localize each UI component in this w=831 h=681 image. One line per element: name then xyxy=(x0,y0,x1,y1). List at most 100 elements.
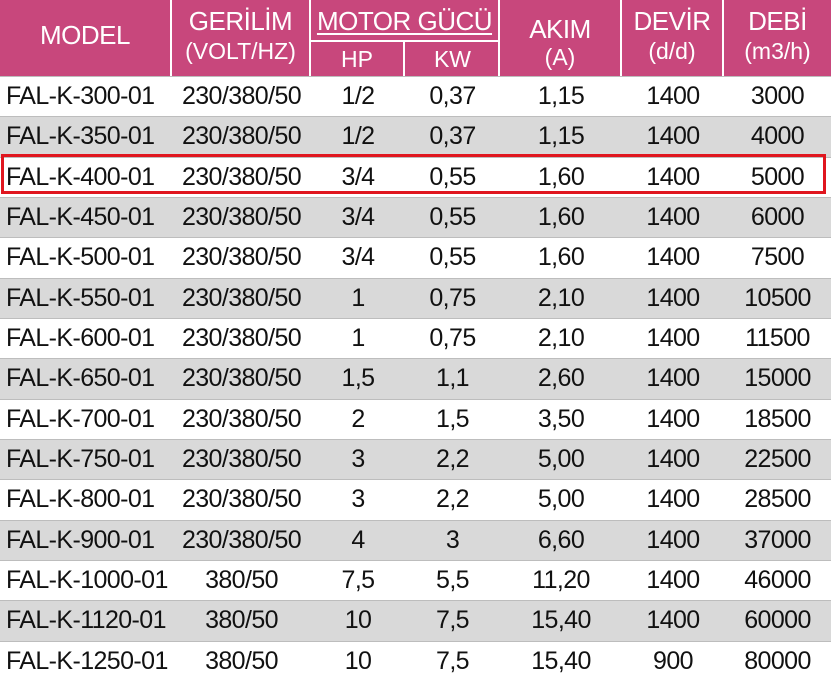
cell-gerilim: 230/380/50 xyxy=(181,525,302,554)
cell-hp: 10 xyxy=(344,606,372,635)
cell-hp: 3 xyxy=(351,445,365,474)
table-row: FAL-K-350-01 230/380/50 1/2 0,37 1,15 1400 400… xyxy=(0,116,831,157)
cell-gerilim: 230/380/50 xyxy=(181,82,302,111)
cell-hp: 1/2 xyxy=(341,82,376,111)
table-header: MODEL GERİLİM (VOLT/HZ) MOTOR GÜCÜ HP KW… xyxy=(0,0,831,76)
cell-kw: 0,75 xyxy=(429,283,476,312)
header-akim: AKIM (A) xyxy=(500,0,622,76)
cell-devir: 1400 xyxy=(646,404,700,433)
header-motor: MOTOR GÜCÜ HP KW xyxy=(311,0,500,76)
cell-model: FAL-K-400-01 xyxy=(6,162,155,191)
cell-gerilim: 230/380/50 xyxy=(181,203,302,232)
header-devir: DEVİR (d/d) xyxy=(622,0,724,76)
cell-devir: 1400 xyxy=(646,162,700,191)
table-body: FAL-K-300-01 230/380/50 1/2 0,37 1,15 1400 300… xyxy=(0,76,831,681)
cell-debi: 10500 xyxy=(744,283,811,312)
cell-model: FAL-K-1000-01 xyxy=(6,566,168,595)
table-row: FAL-K-600-01 230/380/50 1 0,75 2,10 1400 11500 xyxy=(0,317,831,359)
cell-kw: 5,5 xyxy=(436,566,470,595)
table-row: FAL-K-700-01 230/380/50 2 1,5 3,50 1400 18500 xyxy=(0,398,831,439)
cell-hp: 1 xyxy=(351,324,365,353)
header-devir-unit: (d/d) xyxy=(648,38,696,64)
cell-kw: 3 xyxy=(445,525,460,554)
cell-devir: 1400 xyxy=(646,82,700,111)
cell-hp: 1 xyxy=(351,283,365,312)
cell-devir: 1400 xyxy=(646,525,700,554)
cell-debi: 5000 xyxy=(750,162,805,191)
cell-hp: 2 xyxy=(351,404,365,433)
cell-gerilim: 230/380/50 xyxy=(181,364,302,393)
cell-model: FAL-K-450-01 xyxy=(6,203,155,232)
cell-gerilim: 230/380/50 xyxy=(181,283,302,312)
table-row: FAL-K-450-01 230/380/50 3/4 0,55 1,60 1400 600… xyxy=(0,196,831,238)
cell-gerilim: 380/50 xyxy=(205,566,278,595)
cell-akim: 3,50 xyxy=(537,404,585,433)
cell-devir: 1400 xyxy=(646,203,700,232)
header-gerilim-label: GERİLİM xyxy=(188,6,293,36)
header-gerilim: GERİLİM (VOLT/HZ) xyxy=(172,0,311,76)
cell-devir: 1400 xyxy=(646,324,700,353)
table-row: FAL-K-750-01 230/380/50 3 2,2 5,00 1400 22500 xyxy=(0,438,831,480)
cell-debi: 60000 xyxy=(744,606,811,635)
cell-debi: 4000 xyxy=(750,122,805,151)
cell-akim: 15,40 xyxy=(531,606,591,635)
table-row: FAL-K-900-01 230/380/50 4 3 6,60 1400 37000 xyxy=(0,519,831,560)
cell-debi: 28500 xyxy=(744,485,811,514)
header-akim-label: AKIM xyxy=(529,14,591,44)
table-row: FAL-K-800-01 230/380/50 3 2,2 5,00 1400 28500 xyxy=(0,479,831,520)
cell-debi: 6000 xyxy=(750,203,805,232)
cell-kw: 0,37 xyxy=(429,122,476,151)
cell-debi: 37000 xyxy=(744,525,811,554)
cell-akim: 1,60 xyxy=(537,162,585,191)
cell-model: FAL-K-350-01 xyxy=(6,122,155,151)
cell-akim: 1,15 xyxy=(537,82,585,111)
cell-akim: 2,10 xyxy=(537,324,585,353)
cell-devir: 1400 xyxy=(646,606,700,635)
header-devir-label: DEVİR xyxy=(633,6,711,36)
cell-gerilim: 230/380/50 xyxy=(181,445,302,474)
table-row: FAL-K-300-01 230/380/50 1/2 0,37 1,15 1400 300… xyxy=(0,76,831,117)
table-row: FAL-K-1250-01 380/50 10 7,5 15,40 900 80000 xyxy=(0,640,831,681)
cell-gerilim: 230/380/50 xyxy=(181,243,302,272)
cell-model: FAL-K-600-01 xyxy=(6,324,155,353)
cell-model: FAL-K-800-01 xyxy=(6,485,155,514)
table-row: FAL-K-1120-01 380/50 10 7,5 15,40 1400 60000 xyxy=(0,600,831,641)
header-akim-unit: (A) xyxy=(544,44,576,70)
cell-hp: 3 xyxy=(351,485,365,514)
cell-model: FAL-K-1120-01 xyxy=(6,606,166,635)
cell-debi: 3000 xyxy=(750,82,805,111)
cell-devir: 1400 xyxy=(646,445,700,474)
cell-kw: 7,5 xyxy=(436,606,470,635)
cell-akim: 2,60 xyxy=(537,364,585,393)
cell-hp: 1/2 xyxy=(341,122,376,151)
cell-akim: 5,00 xyxy=(537,445,585,474)
cell-devir: 1400 xyxy=(646,364,700,393)
cell-hp: 4 xyxy=(351,525,365,554)
cell-hp: 7,5 xyxy=(341,566,376,595)
cell-debi: 22500 xyxy=(744,445,811,474)
cell-model: FAL-K-750-01 xyxy=(6,445,155,474)
cell-model: FAL-K-1250-01 xyxy=(6,646,168,675)
cell-debi: 15000 xyxy=(744,364,811,393)
cell-devir: 1400 xyxy=(646,283,700,312)
cell-hp: 3/4 xyxy=(341,162,376,191)
cell-gerilim: 230/380/50 xyxy=(181,485,302,514)
cell-kw: 1,1 xyxy=(436,364,470,393)
cell-akim: 2,10 xyxy=(537,283,585,312)
header-debi-unit: (m3/h) xyxy=(744,38,811,64)
cell-akim: 15,40 xyxy=(531,646,591,675)
header-hp: HP xyxy=(311,42,405,76)
header-model: MODEL xyxy=(0,0,172,76)
cell-kw: 0,75 xyxy=(429,324,476,353)
table-row: FAL-K-650-01 230/380/50 1,5 1,1 2,60 1400 1500… xyxy=(0,358,831,399)
cell-model: FAL-K-300-01 xyxy=(6,82,155,111)
cell-akim: 1,60 xyxy=(537,203,585,232)
cell-kw: 0,37 xyxy=(429,82,476,111)
cell-akim: 1,15 xyxy=(537,122,585,151)
cell-devir: 1400 xyxy=(646,485,700,514)
cell-debi: 18500 xyxy=(744,404,811,433)
cell-hp: 3/4 xyxy=(341,203,376,232)
cell-gerilim: 230/380/50 xyxy=(181,404,302,433)
cell-kw: 0,55 xyxy=(429,243,476,272)
